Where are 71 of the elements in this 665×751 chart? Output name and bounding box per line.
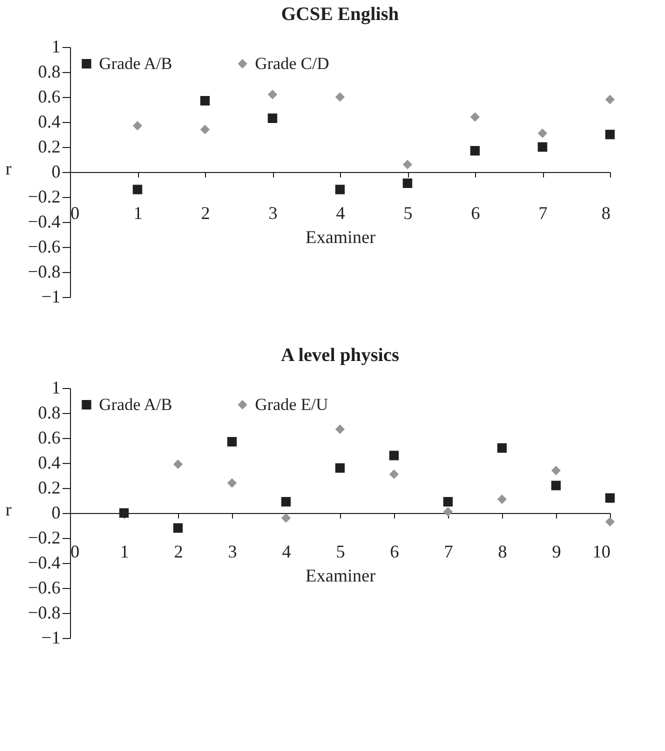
point (443, 497, 453, 506)
point (227, 478, 237, 488)
x-tick-label: 8 (498, 542, 507, 562)
y-tick-label: −1 (41, 286, 60, 306)
point (389, 470, 399, 479)
legend-label: Grade E/U (255, 394, 328, 414)
y-tick-label: 0.8 (38, 402, 60, 422)
x-tick-label: 6 (390, 542, 399, 562)
point (551, 480, 561, 490)
x-tick-label: 8 (602, 203, 610, 223)
point (173, 523, 183, 533)
point (497, 443, 507, 453)
y-tick-label: 0.4 (38, 452, 60, 472)
legend-label: Grade A/B (99, 54, 172, 73)
x-tick-label: 7 (538, 203, 548, 223)
point (551, 466, 561, 476)
y-tick-label: 1 (52, 36, 60, 56)
point (227, 437, 237, 446)
chart-title: A level physics (280, 345, 400, 366)
x-axis-title: Examiner (306, 227, 376, 247)
x-tick-label: 3 (268, 203, 278, 223)
point (281, 497, 291, 506)
chart-title: GCSE English (281, 4, 400, 25)
point (335, 463, 345, 473)
x-tick-label: 9 (552, 542, 561, 562)
x-tick-label: 5 (404, 203, 412, 223)
x-tick-label: 6 (471, 203, 480, 223)
x-tick-label: 1 (120, 542, 129, 562)
x-tick-label: 5 (336, 542, 345, 562)
x-axis-title: Examiner (306, 566, 376, 586)
point (281, 513, 291, 523)
y-tick-label: −1 (41, 628, 60, 648)
y-tick-label: 0.6 (38, 86, 60, 106)
x-tick-label: 3 (228, 542, 237, 562)
point (173, 460, 183, 469)
legend-label: Grade C/D (255, 54, 330, 73)
y-tick-label: 0.2 (38, 136, 60, 156)
point (389, 450, 399, 460)
y-tick-label: −0.8 (28, 262, 60, 282)
y-tick-label: −0.2 (28, 186, 60, 206)
y-tick-label: 0.8 (38, 62, 60, 82)
x-tick-label: 2 (201, 203, 210, 223)
legend-label: Grade A/B (99, 394, 172, 414)
y-axis-title: r (6, 500, 12, 520)
x-tick-label: 1 (134, 203, 142, 223)
x-tick-label: 7 (444, 542, 453, 562)
y-tick-label: 0 (52, 162, 60, 182)
x-tick-label: 4 (282, 542, 291, 562)
point (443, 507, 453, 516)
x-tick-label: 2 (174, 542, 183, 562)
y-tick-label: −0.4 (28, 212, 60, 232)
y-tick-label: −0.4 (28, 552, 60, 572)
y-tick-label: 1 (52, 378, 60, 398)
y-tick-label: −0.2 (28, 528, 60, 548)
x-tick-label: 10 (592, 542, 610, 562)
y-tick-label: −0.6 (28, 236, 60, 256)
y-tick-label: 0.4 (38, 112, 60, 132)
point (335, 424, 345, 434)
point (605, 493, 615, 503)
y-tick-label: 0.2 (38, 478, 60, 498)
y-tick-label: 0 (52, 502, 60, 522)
x-tick-label: 0 (70, 542, 80, 562)
x-tick-label: 4 (336, 203, 345, 223)
y-tick-label: −0.8 (28, 602, 60, 622)
y-tick-label: 0.6 (38, 428, 60, 448)
point (497, 494, 507, 504)
point (119, 508, 129, 518)
point (605, 517, 615, 526)
y-tick-label: −0.6 (28, 578, 60, 598)
y-axis-title: r (6, 158, 12, 178)
x-tick-label: 0 (70, 203, 80, 223)
